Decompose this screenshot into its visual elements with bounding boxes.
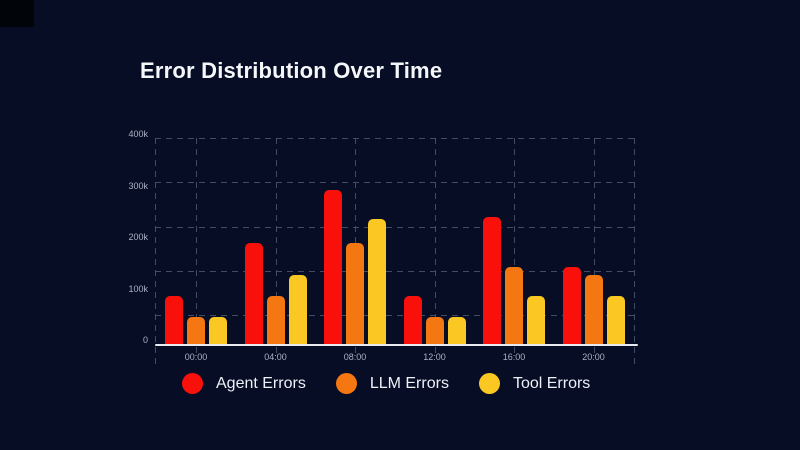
bar-tool-errors-2000 xyxy=(606,296,625,344)
chart-title: Error Distribution Over Time xyxy=(140,58,443,83)
x-axis-line xyxy=(155,344,638,346)
bar-llm-errors-0000 xyxy=(187,317,205,344)
vertical-gridline xyxy=(155,138,156,365)
y-tick-label: 400k xyxy=(128,129,148,139)
vertical-gridline xyxy=(196,138,197,356)
legend-item-agent-errors[interactable]: Agent Errors xyxy=(182,373,306,394)
x-tick-label: 12:00 xyxy=(423,352,446,362)
bar-llm-errors-0400 xyxy=(266,296,285,344)
bar-tool-errors-1600 xyxy=(527,296,545,344)
y-tick-label: 300k xyxy=(128,180,148,191)
bar-agent-errors-1600 xyxy=(483,217,501,344)
legend-label: Agent Errors xyxy=(216,375,306,392)
y-tick-label: 0 xyxy=(142,335,148,345)
legend-item-llm-errors[interactable]: LLM Errors xyxy=(335,373,449,394)
horizontal-gridline xyxy=(155,270,635,272)
bar-tool-errors-0000 xyxy=(209,317,227,344)
vertical-gridline xyxy=(634,138,635,365)
y-tick-label: 100k xyxy=(128,283,148,294)
legend-color-dot-icon xyxy=(182,373,203,394)
legend-label: Tool Errors xyxy=(512,375,591,392)
vertical-gridline xyxy=(275,138,277,356)
x-tick-label: 16:00 xyxy=(502,352,526,362)
bar-agent-errors-0400 xyxy=(244,243,263,344)
bar-agent-errors-1200 xyxy=(403,296,422,344)
vertical-gridline xyxy=(434,138,436,356)
horizontal-gridline xyxy=(155,226,635,228)
bar-llm-errors-1200 xyxy=(425,317,444,344)
horizontal-gridline xyxy=(155,315,635,316)
bar-tool-errors-0800 xyxy=(368,219,386,344)
legend-color-dot-icon xyxy=(335,373,357,394)
bar-llm-errors-2000 xyxy=(584,275,603,344)
legend-color-dot-icon xyxy=(478,373,500,394)
bar-agent-errors-0000 xyxy=(165,296,183,344)
x-tick-label: 00:00 xyxy=(184,352,208,362)
x-tick-label: 04:00 xyxy=(264,352,287,362)
legend: Agent Errors LLM Errors Tool Errors xyxy=(182,373,590,394)
bar-tool-errors-0400 xyxy=(288,275,307,344)
plot-area: 00:00 04:00 08:00 12:00 16:00 20:00 xyxy=(155,133,638,365)
x-tick-label: 20:00 xyxy=(582,352,605,362)
legend-item-tool-errors[interactable]: Tool Errors xyxy=(478,373,591,394)
y-tick-label: 200k xyxy=(128,232,148,242)
bar-agent-errors-2000 xyxy=(562,267,581,344)
bar-llm-errors-1600 xyxy=(505,267,523,344)
horizontal-gridline xyxy=(155,138,635,139)
horizontal-gridline xyxy=(155,182,635,184)
bar-agent-errors-0800 xyxy=(324,190,342,344)
vertical-gridline xyxy=(593,138,595,356)
vertical-gridline xyxy=(514,138,515,356)
corner-artifact xyxy=(0,0,34,27)
bar-tool-errors-1200 xyxy=(447,317,466,344)
x-tick-label: 08:00 xyxy=(343,352,367,362)
bar-llm-errors-0800 xyxy=(346,243,364,344)
legend-label: LLM Errors xyxy=(369,375,449,392)
y-axis-tick-labels: 400k 300k 200k 100k 0 xyxy=(100,129,148,345)
